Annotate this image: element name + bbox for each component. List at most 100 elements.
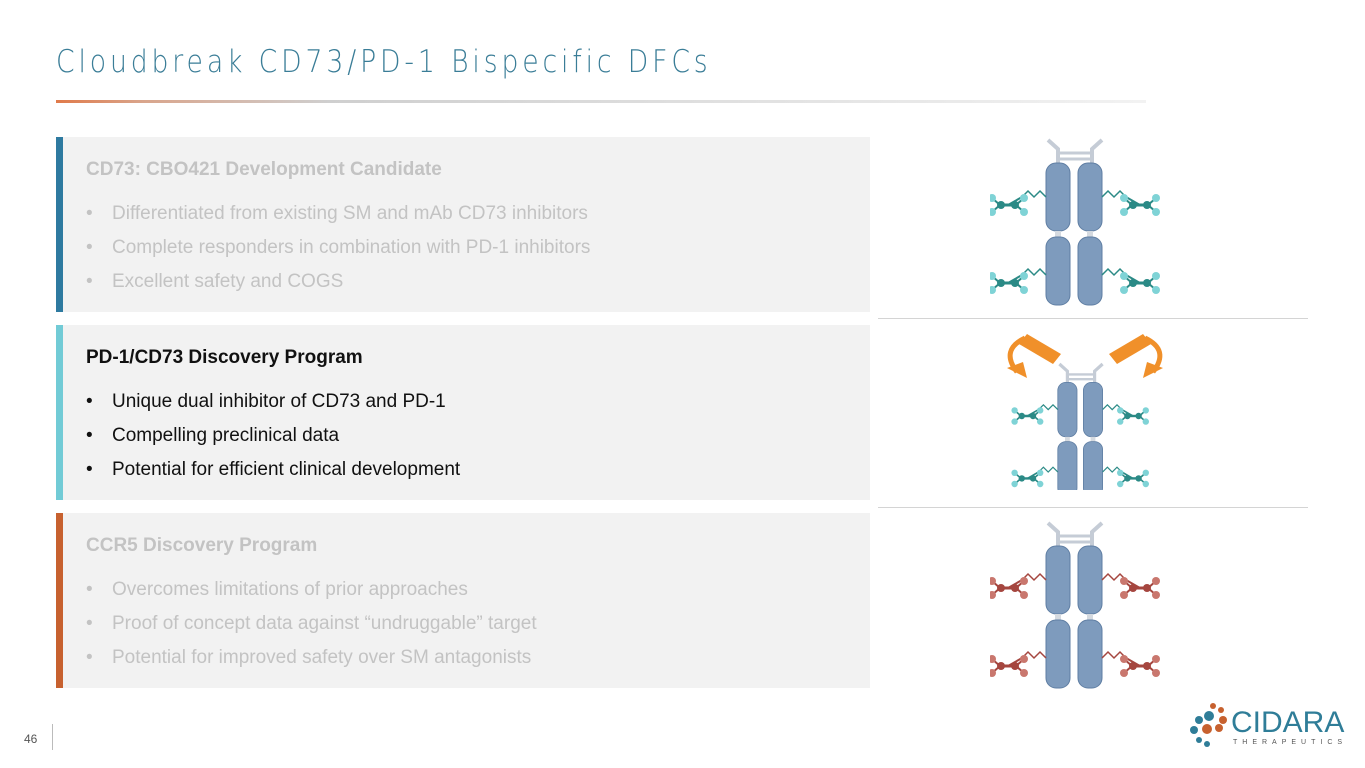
logo-name: CIDARA	[1231, 706, 1345, 739]
heavy-chain-cylinder	[1057, 382, 1078, 438]
molecule-atom	[1129, 662, 1137, 670]
molecule-atom	[990, 194, 996, 202]
molecule-atom	[990, 669, 996, 677]
molecule-atom	[1120, 208, 1128, 216]
molecule-atom	[1120, 286, 1128, 294]
heavy-chain-cylinder	[1077, 545, 1103, 615]
molecule-atom	[990, 655, 996, 663]
disulfide-bond	[1069, 373, 1094, 381]
logo-subtitle: THERAPEUTICS	[1233, 739, 1348, 746]
heavy-chain-cylinder	[1057, 441, 1078, 490]
molecule-atom	[1129, 279, 1137, 287]
hinge	[1046, 521, 1104, 548]
molecule-atom	[1152, 591, 1160, 599]
page-divider	[52, 724, 53, 750]
heavy-chain-cylinder	[1077, 236, 1103, 306]
molecule-atom	[1037, 469, 1044, 476]
linker	[1101, 189, 1127, 199]
heavy-chain-cylinder	[1045, 162, 1071, 232]
molecule-atom	[1129, 201, 1137, 209]
bullet-item: • Potential for improved safety over SM a…	[86, 647, 532, 668]
hinge	[1058, 362, 1104, 385]
linker	[1021, 267, 1047, 277]
arrowhead-icon	[1007, 362, 1027, 378]
linker	[1021, 650, 1047, 660]
heavy-chain-cylinder	[1077, 162, 1103, 232]
heavy-chain-cylinder	[1077, 619, 1103, 689]
panel-accent-bar	[56, 513, 63, 688]
page-number: 46	[24, 732, 38, 746]
cidara-logo: CIDARA THERAPEUTICS	[1185, 702, 1344, 752]
molecule-atom	[1143, 279, 1151, 287]
molecule-atom	[1037, 418, 1044, 425]
heavy-chain-cylinder	[1083, 441, 1103, 490]
logo-dots-icon	[1190, 703, 1227, 747]
molecule-atom	[1120, 194, 1128, 202]
molecule-atom	[1152, 208, 1160, 216]
molecule-atom	[1117, 469, 1124, 476]
molecule-atom	[990, 577, 996, 585]
molecule-atom	[1120, 669, 1128, 677]
panel-pd1-cd73: PD-1/CD73 Discovery Program • Unique dual…	[56, 325, 870, 500]
molecule-atom	[1011, 469, 1018, 476]
linker	[1102, 466, 1123, 473]
molecule-atom	[1142, 418, 1149, 425]
title-underline	[56, 100, 1146, 103]
panel-heading: CD73: CBO421 Development Candidate	[86, 159, 442, 180]
molecule-atom	[1020, 194, 1028, 202]
linker	[1101, 572, 1127, 582]
ccr5-antibody-conjugate-icon	[990, 521, 1160, 689]
molecule-atom	[990, 591, 996, 599]
slide-title: Cloudbreak CD73/PD-1 Bispecific DFCs	[56, 44, 712, 80]
molecule-atom	[1011, 407, 1018, 414]
molecule-atom	[990, 286, 996, 294]
bullet-item: • Unique dual inhibitor of CD73 and PD-1	[86, 391, 446, 412]
antibody-drug-conjugate-icon	[990, 138, 1160, 306]
molecule-atom	[1117, 418, 1124, 425]
fab-arrow-icon	[1109, 334, 1151, 364]
molecule-atom	[990, 272, 996, 280]
linker	[1101, 650, 1127, 660]
linker	[1101, 267, 1127, 277]
molecule-atom	[1152, 272, 1160, 280]
bullet-item: • Potential for efficient clinical develo…	[86, 459, 461, 480]
molecule-atom	[1037, 407, 1044, 414]
panel-ccr5: CCR5 Discovery Program • Overcomes limita…	[56, 513, 870, 688]
disulfide-bond	[1060, 534, 1090, 544]
molecule-atom	[1120, 577, 1128, 585]
molecule-atom	[1018, 412, 1025, 420]
bullet-item: • Differentiated from existing SM and mAb…	[86, 203, 588, 224]
linker	[1021, 572, 1047, 582]
molecule-atom	[1011, 662, 1019, 670]
molecule-atom	[1011, 584, 1019, 592]
molecule-atom	[1011, 480, 1018, 488]
panel-cd73: CD73: CBO421 Development Candidate • Diff…	[56, 137, 870, 312]
molecule-atom	[1011, 201, 1019, 209]
molecule-atom	[1011, 279, 1019, 287]
molecule-atom	[1020, 577, 1028, 585]
molecule-atom	[1029, 412, 1037, 420]
molecule-atom	[1142, 407, 1149, 414]
panel-heading: PD-1/CD73 Discovery Program	[86, 347, 363, 368]
bullet-item: • Excellent safety and COGS	[86, 271, 344, 292]
molecule-atom	[1152, 577, 1160, 585]
divider	[878, 507, 1308, 508]
heavy-chain-cylinder	[1083, 382, 1104, 438]
molecule-atom	[1037, 480, 1044, 488]
molecule-atom	[1020, 208, 1028, 216]
arrowhead-icon	[1143, 362, 1163, 378]
molecule-atom	[1124, 475, 1131, 482]
bullet-item: • Proof of concept data against “undrugga…	[86, 613, 537, 634]
molecule-atom	[1152, 286, 1160, 294]
disulfide-bond	[1060, 151, 1090, 161]
bullet-item: • Complete responders in combination with…	[86, 237, 591, 258]
heavy-chain-cylinder	[1045, 619, 1071, 689]
molecule-atom	[1117, 407, 1124, 414]
molecule-atom	[1020, 655, 1028, 663]
molecule-atom	[1011, 418, 1018, 425]
molecule-atom	[990, 208, 996, 216]
heavy-chain-cylinder	[1045, 236, 1071, 306]
fab-arrow-icon	[1019, 334, 1061, 364]
linker	[1038, 466, 1059, 473]
